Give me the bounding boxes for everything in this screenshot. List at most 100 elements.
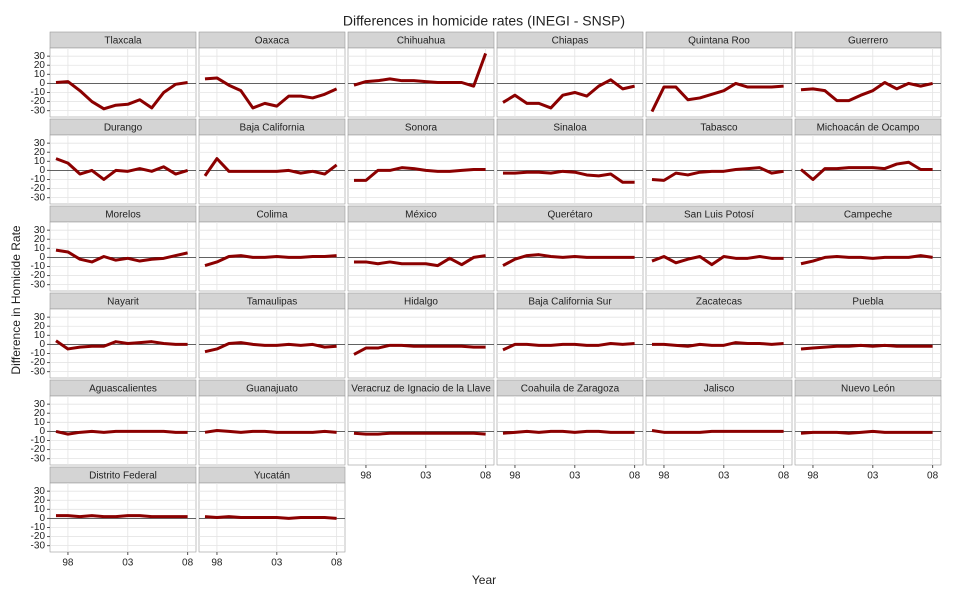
panel	[198, 47, 346, 118]
data-line	[800, 160, 933, 181]
y-tick-label: -10	[31, 435, 46, 446]
y-tick-label: 30	[34, 486, 46, 497]
panel-title: Michoacán de Ocampo	[817, 123, 920, 134]
y-tick-label: -20	[31, 357, 46, 368]
y-tick-label: 0	[39, 165, 45, 176]
y-tick-label: 0	[39, 339, 45, 350]
data-line	[502, 429, 635, 435]
x-tick-label: 08	[480, 471, 492, 482]
panel-title: Tamaulipas	[247, 297, 298, 308]
panel-title: Zacatecas	[696, 297, 742, 308]
panel-title: Nuevo León	[841, 384, 895, 395]
panel	[794, 134, 942, 205]
x-tick-label: 98	[360, 471, 372, 482]
panel-title: Guanajuato	[246, 384, 298, 395]
data-line	[55, 429, 188, 436]
y-tick-label: 30	[34, 51, 46, 62]
y-tick-label: 30	[34, 225, 46, 236]
panel-title: Coahuila de Zaragoza	[521, 384, 620, 395]
panel-title: Sinaloa	[553, 123, 587, 134]
y-tick-label: 20	[34, 408, 46, 419]
x-tick-label: 08	[629, 471, 641, 482]
panel	[645, 134, 793, 205]
data-line	[353, 52, 488, 88]
y-tick-label: 30	[34, 312, 46, 323]
y-tick-label: -30	[31, 540, 46, 551]
data-line	[502, 169, 635, 184]
y-tick-label: -30	[31, 366, 46, 377]
x-tick-label: 03	[122, 558, 134, 569]
panel	[347, 221, 495, 292]
y-tick-label: -10	[31, 174, 46, 185]
panel-title: Quintana Roo	[688, 36, 750, 47]
data-line	[502, 78, 635, 110]
panel-title: Baja California	[239, 123, 304, 134]
data-line	[651, 255, 784, 267]
x-tick-label: 03	[867, 471, 879, 482]
y-tick-label: 10	[34, 243, 46, 254]
y-tick-label: 20	[34, 321, 46, 332]
x-tick-label: 98	[62, 558, 74, 569]
panel	[794, 308, 942, 379]
y-tick-label: 10	[34, 69, 46, 80]
data-line	[353, 254, 486, 268]
panel	[645, 47, 793, 118]
data-line	[502, 253, 635, 267]
panel-title: Chihuahua	[397, 36, 446, 47]
y-tick-label: 10	[34, 156, 46, 167]
panel-title: Yucatán	[254, 471, 290, 482]
panel-title: Distrito Federal	[89, 471, 157, 482]
y-tick-label: 30	[34, 399, 46, 410]
y-tick-label: 30	[34, 138, 46, 149]
data-line	[55, 514, 188, 519]
y-tick-label: -20	[31, 270, 46, 281]
panel	[347, 395, 495, 466]
y-tick-label: 10	[34, 330, 46, 341]
data-line	[204, 515, 337, 520]
y-tick-label: 0	[39, 78, 45, 89]
x-axis-title: Year	[472, 573, 496, 587]
panel-title: San Luis Potosí	[684, 210, 754, 221]
y-tick-label: -20	[31, 531, 46, 542]
x-tick-label: 08	[778, 471, 790, 482]
panel-title: Nayarit	[107, 297, 139, 308]
panel-title: Chiapas	[552, 36, 589, 47]
y-tick-label: -10	[31, 522, 46, 533]
y-tick-label: -30	[31, 105, 46, 116]
y-tick-label: -30	[31, 192, 46, 203]
y-tick-label: -30	[31, 453, 46, 464]
data-line	[55, 80, 188, 111]
data-line	[502, 342, 635, 352]
panel-title: Aguascalientes	[89, 384, 157, 395]
y-tick-label: 0	[39, 426, 45, 437]
y-tick-label: 10	[34, 417, 46, 428]
panel	[49, 47, 197, 118]
y-tick-label: 20	[34, 60, 46, 71]
data-line	[204, 341, 337, 354]
data-line	[800, 254, 933, 266]
y-tick-label: 20	[34, 234, 46, 245]
panel-title: Hidalgo	[404, 297, 438, 308]
x-tick-label: 98	[658, 471, 670, 482]
panel-title: Sonora	[405, 123, 438, 134]
data-line	[650, 81, 784, 113]
x-tick-label: 08	[331, 558, 343, 569]
x-tick-label: 03	[569, 471, 581, 482]
x-tick-label: 03	[420, 471, 432, 482]
data-line	[800, 81, 933, 103]
data-line	[800, 429, 933, 435]
panel-title: Tabasco	[700, 123, 738, 134]
data-line	[651, 341, 784, 348]
y-tick-label: 0	[39, 513, 45, 524]
y-tick-label: -20	[31, 183, 46, 194]
panel-title: Querétaro	[547, 210, 592, 221]
data-line	[800, 343, 933, 351]
panel	[496, 134, 644, 205]
y-tick-label: -20	[31, 96, 46, 107]
data-line	[353, 343, 486, 356]
x-tick-label: 03	[271, 558, 283, 569]
data-line	[55, 157, 189, 181]
y-axis-title: Difference in Homicide Rate	[9, 225, 23, 375]
